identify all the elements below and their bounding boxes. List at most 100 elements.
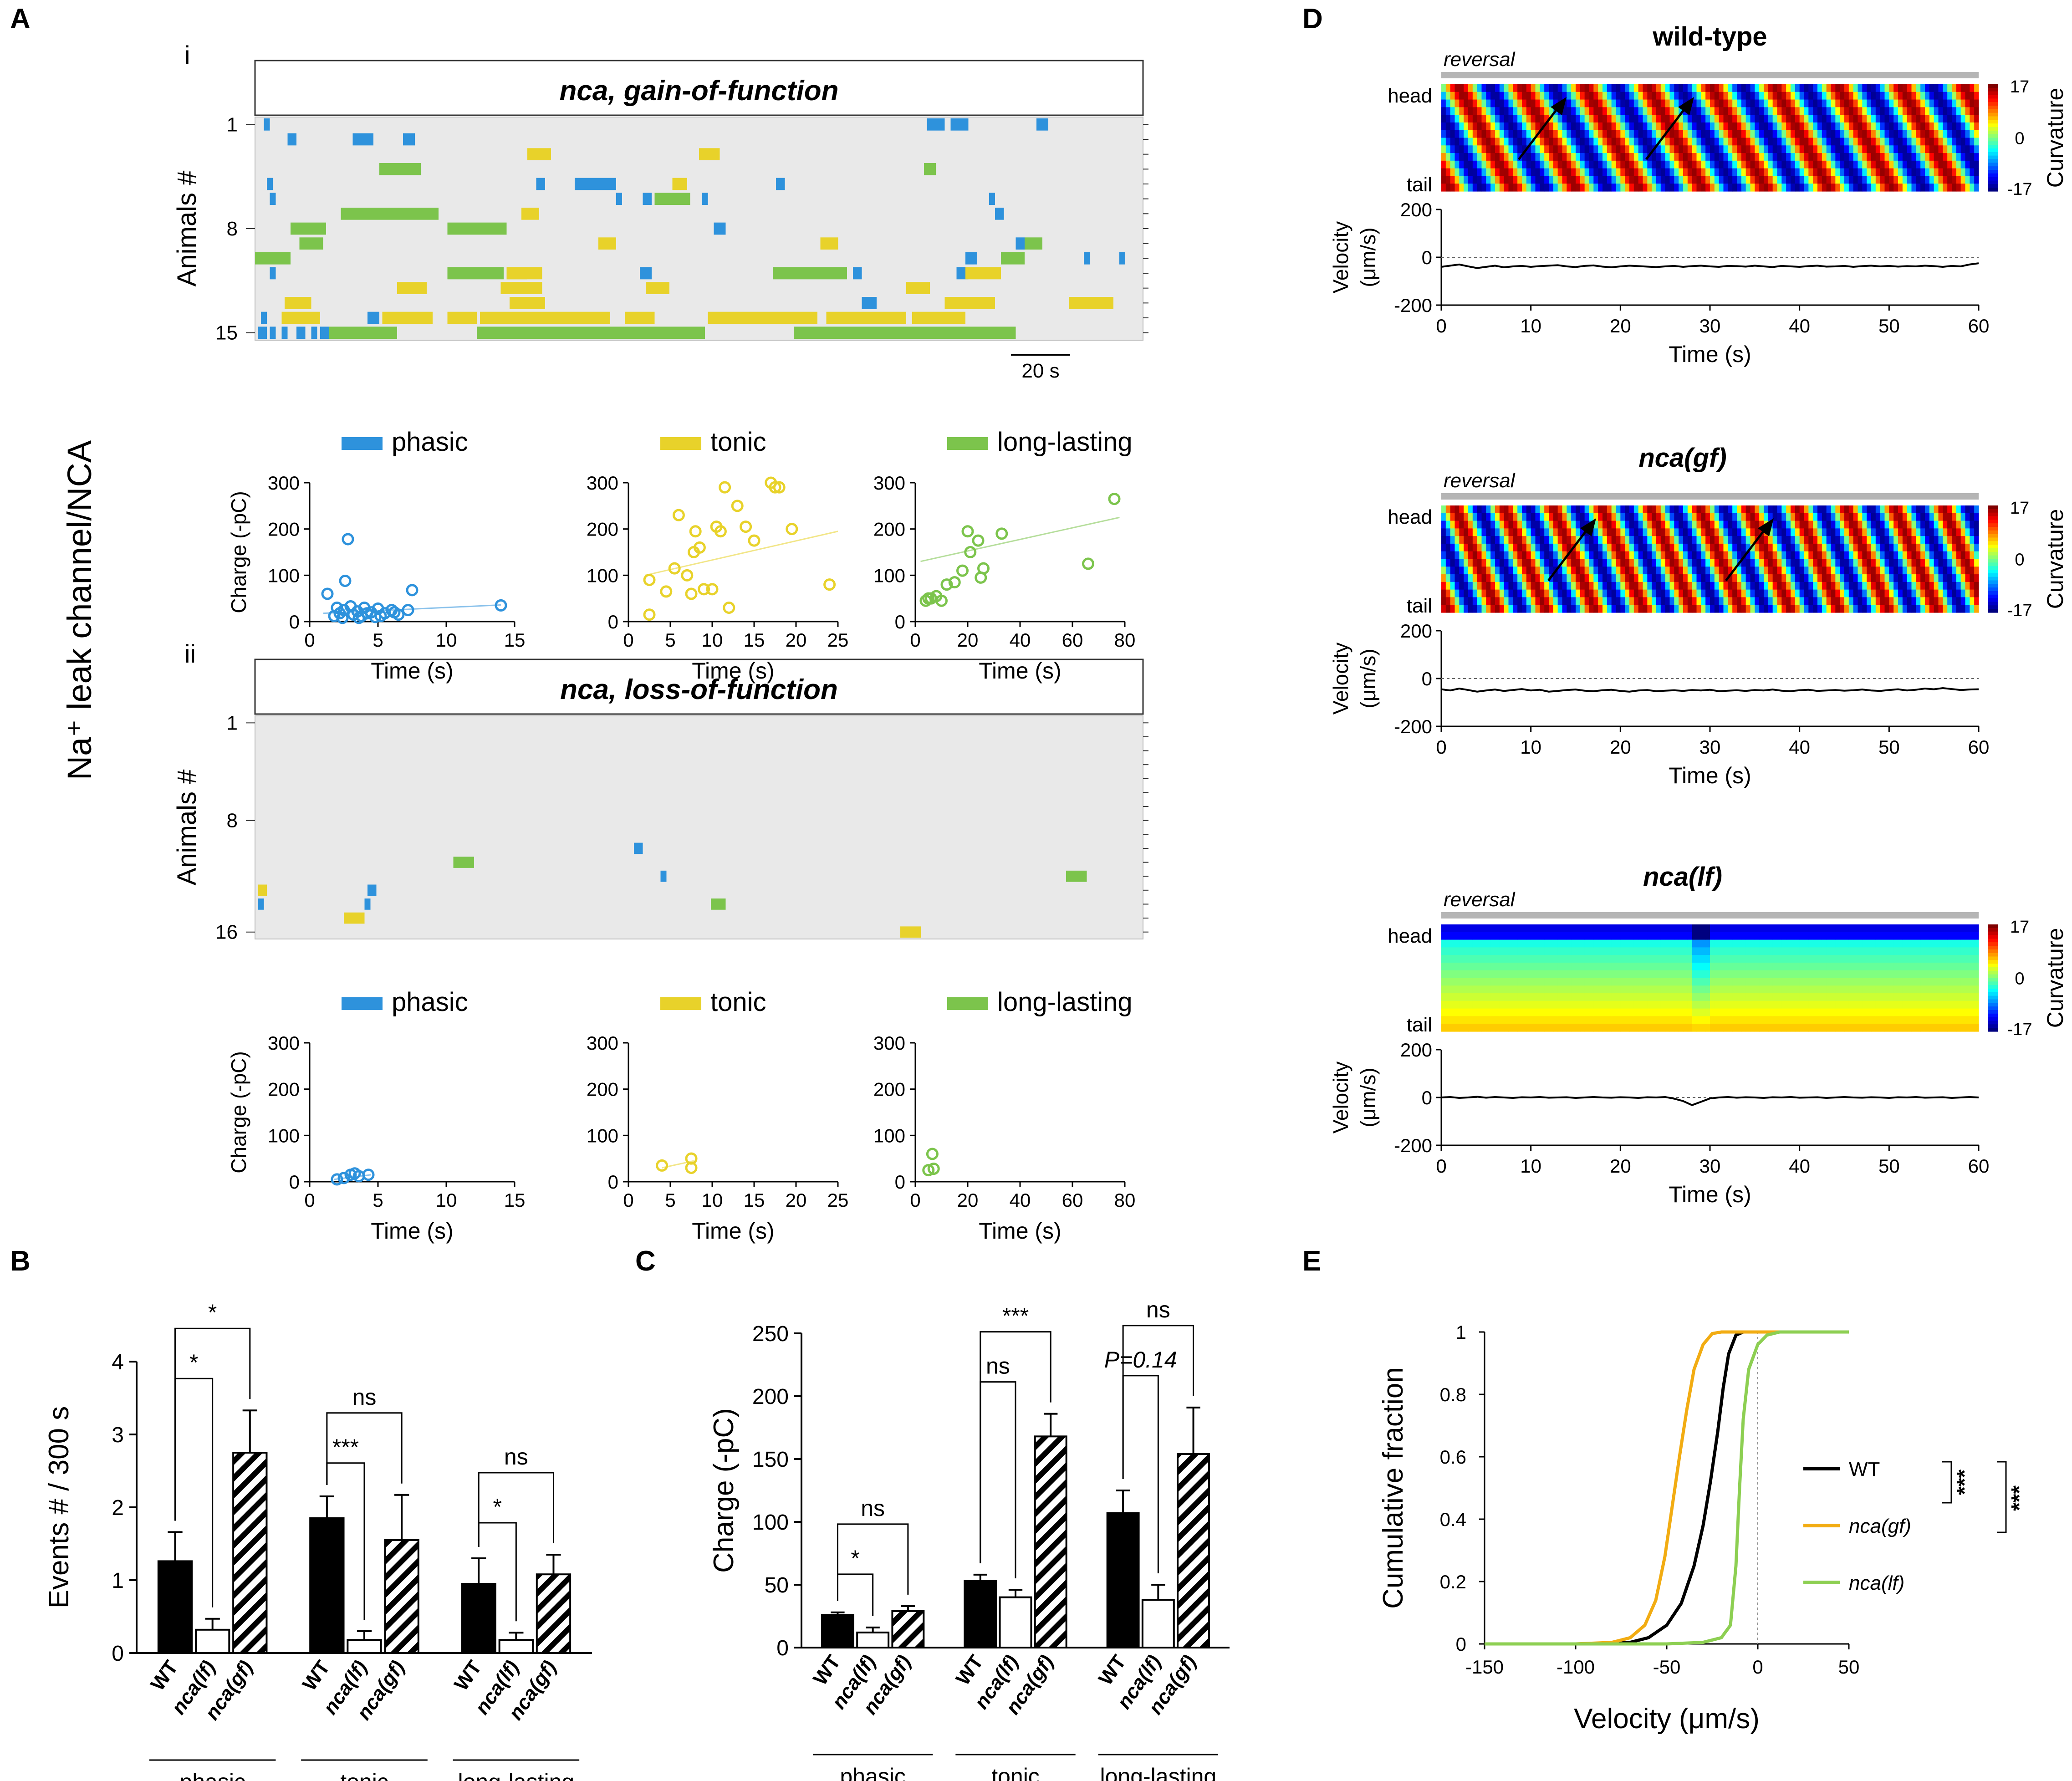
- kymograph-cell: [1952, 115, 1957, 123]
- kymograph-cell: [1669, 559, 1674, 567]
- kymograph-cell: [1607, 551, 1612, 560]
- kymograph-cell: [1853, 160, 1858, 169]
- kymograph-cell: [1567, 160, 1572, 169]
- kymograph-cell: [1669, 99, 1674, 107]
- kymograph-cell: [1660, 978, 1666, 986]
- kymograph-cell: [1535, 939, 1540, 948]
- kymograph-cell: [1714, 160, 1720, 169]
- kymograph-cell: [1772, 559, 1778, 567]
- kymograph-cell: [1660, 939, 1666, 948]
- kymograph-cell: [1633, 145, 1639, 153]
- kymograph-cell: [1584, 153, 1590, 161]
- colorbar-tick: -17: [2007, 180, 2032, 199]
- kymograph-cell: [1499, 513, 1505, 521]
- kymograph-cell: [1679, 122, 1684, 131]
- kymograph-cell: [1943, 99, 1948, 107]
- kymograph-cell: [1804, 115, 1809, 123]
- kymograph-cell: [1535, 955, 1540, 963]
- kymograph-cell: [1549, 939, 1554, 948]
- kymograph-cell: [1974, 130, 1979, 138]
- kymograph-cell: [1714, 962, 1720, 971]
- kymograph-cell: [1875, 168, 1881, 177]
- kymograph-cell: [1544, 1024, 1549, 1032]
- kymograph-cell: [1540, 153, 1545, 161]
- kymograph-cell: [1871, 92, 1876, 100]
- kymograph-cell: [1840, 115, 1845, 123]
- kymograph-cell: [1629, 924, 1634, 933]
- kymograph-cell: [1862, 115, 1867, 123]
- kymograph-cell: [1504, 566, 1509, 575]
- kymograph-cell: [1822, 605, 1827, 613]
- kymograph-cell: [1772, 168, 1778, 177]
- kymograph-cell: [1808, 597, 1813, 605]
- kymograph-cell: [1679, 574, 1684, 582]
- kymograph-cell: [1459, 528, 1464, 536]
- kymograph-cell: [1970, 597, 1975, 605]
- kymograph-cell: [1732, 978, 1737, 986]
- kymograph-cell: [1947, 160, 1952, 169]
- kymograph-cell: [1687, 513, 1693, 521]
- kymograph-title: wild-type: [1652, 22, 1767, 51]
- kymograph-cell: [1652, 955, 1657, 963]
- kymograph-cell: [1786, 574, 1791, 582]
- kymograph-cell: [1656, 1016, 1661, 1024]
- kymograph-cell: [1755, 505, 1760, 514]
- raster-event-phasic: [258, 327, 267, 339]
- kymograph-cell: [1508, 939, 1513, 948]
- kymograph-cell: [1508, 574, 1513, 582]
- kymograph-cell: [1553, 528, 1558, 536]
- kymograph-cell: [1468, 536, 1473, 544]
- kymograph-cell: [1867, 566, 1872, 575]
- kymograph-cell: [1593, 122, 1598, 131]
- kymograph-cell: [1728, 1000, 1733, 1009]
- kymograph-cell: [1652, 130, 1657, 138]
- kymograph-cell: [1450, 107, 1455, 115]
- kymograph-cell: [1674, 993, 1679, 1001]
- kymograph-cell: [1468, 92, 1473, 100]
- kymograph-cell: [1745, 582, 1751, 590]
- kymograph-cell: [1656, 84, 1661, 92]
- kymograph-cell: [1481, 574, 1486, 582]
- kymograph-cell: [1848, 184, 1854, 192]
- kymograph-cell: [1513, 92, 1518, 100]
- kymograph-cell: [1804, 597, 1809, 605]
- kymograph-cell: [1553, 978, 1558, 986]
- kymograph-cell: [1745, 1008, 1751, 1017]
- kymograph-cell: [1745, 970, 1751, 979]
- kymograph-cell: [1795, 145, 1800, 153]
- kymograph-cell: [1925, 543, 1930, 552]
- kymograph-cell: [1692, 145, 1697, 153]
- kymograph-cell: [1616, 589, 1621, 598]
- kymograph-cell: [1464, 99, 1469, 107]
- kymograph-cell: [1589, 574, 1594, 582]
- kymograph-cell: [1679, 153, 1684, 161]
- kymograph-cell: [1656, 521, 1661, 529]
- kymograph-cell: [1576, 505, 1581, 514]
- kymograph-cell: [1714, 993, 1720, 1001]
- kymograph-cell: [1974, 566, 1979, 575]
- kymograph-cell: [1571, 521, 1576, 529]
- kymograph-cell: [1580, 589, 1585, 598]
- kymograph-cell: [1441, 138, 1446, 146]
- kymograph-cell: [1472, 1024, 1478, 1032]
- kymograph-cell: [1835, 605, 1840, 613]
- raster-event-long: [299, 237, 323, 250]
- kymograph-cell: [1916, 107, 1921, 115]
- kymograph-cell: [1607, 962, 1612, 971]
- kymograph-cell: [1911, 145, 1916, 153]
- kymograph-cell: [1848, 92, 1854, 100]
- kymograph-cell: [1947, 145, 1952, 153]
- sig-label: ns: [986, 1353, 1010, 1379]
- kymograph-cell: [1647, 559, 1652, 567]
- kymograph-cell: [1902, 168, 1908, 177]
- kymograph-cell: [1633, 1016, 1639, 1024]
- kymograph-cell: [1848, 122, 1854, 131]
- kymograph-cell: [1468, 176, 1473, 184]
- kymograph-cell: [1898, 153, 1903, 161]
- kymograph-cell: [1831, 589, 1836, 598]
- kymograph-cell: [1858, 521, 1863, 529]
- scatter-x-tick-label: 20: [957, 629, 979, 651]
- kymograph-cell: [1464, 924, 1469, 933]
- kymograph-cell: [1871, 153, 1876, 161]
- kymograph-cell: [1822, 176, 1827, 184]
